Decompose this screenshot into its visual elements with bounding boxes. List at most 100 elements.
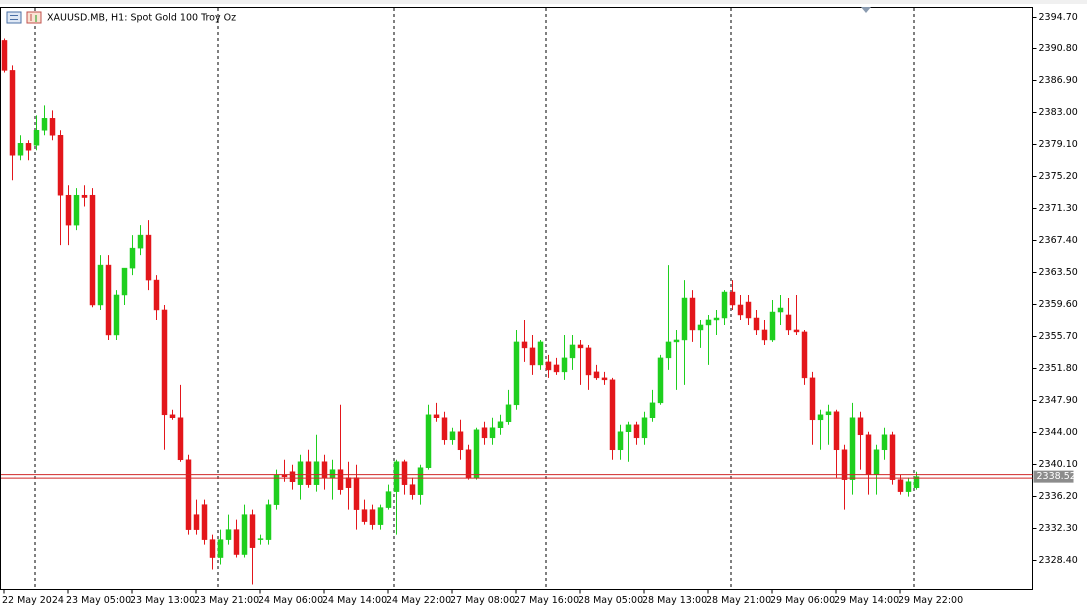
y-tick-label: 2344.00	[1039, 427, 1078, 438]
y-tick-label: 2359.60	[1039, 299, 1078, 310]
candle-body	[841, 449, 848, 480]
candle-body	[81, 194, 88, 198]
candle-body	[777, 307, 784, 313]
y-tick-label: 2375.20	[1039, 171, 1078, 182]
candle-body	[577, 344, 584, 349]
candle-body	[905, 481, 912, 492]
last-price: 2338.52	[1, 470, 1076, 483]
candle-body	[553, 364, 560, 373]
y-tick-label: 2328.40	[1039, 555, 1078, 566]
candle-body	[161, 309, 168, 416]
candle-body	[1, 40, 8, 71]
candle-body	[129, 247, 136, 269]
candle-body	[473, 429, 480, 478]
y-tick-label: 2386.90	[1039, 75, 1078, 86]
candle-body	[153, 279, 160, 311]
candle-body	[305, 461, 312, 485]
candle-body	[17, 143, 24, 156]
candle-body	[169, 414, 176, 419]
candle-body	[817, 414, 824, 421]
candle-body	[289, 471, 296, 482]
candle-body	[233, 529, 240, 555]
candle-body	[769, 311, 776, 341]
candle-body	[89, 194, 96, 306]
candle-body	[201, 504, 208, 540]
candle-body	[521, 341, 528, 349]
candle-body	[49, 118, 56, 136]
candle-body	[913, 476, 920, 488]
candle-body	[217, 539, 224, 558]
x-tick-label: 24 May 14:00	[322, 595, 387, 606]
candle-body	[721, 291, 728, 319]
symbol-icon[interactable]	[26, 11, 42, 24]
y-tick-label: 2394.70	[1039, 12, 1078, 23]
candle-body	[209, 539, 216, 558]
candle-body	[873, 449, 880, 475]
candle-body	[297, 461, 304, 485]
candle-body	[889, 434, 896, 480]
x-tick-label: 28 May 13:00	[642, 595, 707, 606]
candle-body	[537, 341, 544, 366]
candle-body	[753, 317, 760, 331]
candle-body	[865, 434, 872, 475]
candle-body	[673, 339, 680, 343]
y-tick-label: 2367.40	[1039, 235, 1078, 246]
candle-body	[665, 341, 672, 359]
candle-body	[705, 319, 712, 326]
x-tick-label: 27 May 08:00	[450, 595, 515, 606]
toolbar-edge	[0, 0, 1087, 4]
candle-body	[513, 341, 520, 406]
candle-body	[489, 427, 496, 439]
candle-body	[329, 469, 336, 478]
y-tick-label: 2332.30	[1039, 523, 1078, 534]
menu-icon[interactable]	[6, 11, 22, 24]
candle-body	[857, 417, 864, 436]
candle-body	[641, 417, 648, 439]
axes: 2394.70 2390.80 2386.90 2383.00 2379.10 2375.…	[2, 12, 1078, 606]
candle-body	[273, 474, 280, 505]
candle-body	[225, 529, 232, 540]
x-tick-label: 23 May 05:00	[66, 595, 131, 606]
candle-body	[481, 427, 488, 439]
candle-body	[505, 404, 512, 423]
candle-body	[401, 461, 408, 485]
candle-body	[465, 449, 472, 478]
x-tick-label: 22 May 2024	[2, 595, 64, 606]
candle-body	[185, 459, 192, 530]
candle-body	[193, 514, 200, 530]
candle-body	[681, 297, 688, 341]
chart-title: XAUUSD.MB, H1: Spot Gold 100 Troy Oz	[47, 13, 236, 24]
candle-body	[25, 143, 32, 151]
candle-body	[625, 424, 632, 433]
candle-body	[121, 267, 128, 296]
last-price-label: 2338.52	[1037, 471, 1076, 482]
last-price-box	[1033, 470, 1074, 483]
candle-body	[617, 431, 624, 451]
candle-body	[449, 431, 456, 441]
candle-body	[337, 469, 344, 490]
candle-body	[105, 264, 112, 336]
candle-body	[361, 509, 368, 522]
candle-body	[881, 434, 888, 451]
candles	[1, 38, 920, 585]
candle-body	[529, 347, 536, 366]
candle-body	[457, 431, 464, 451]
candle-body	[409, 484, 416, 495]
candle-body	[241, 514, 248, 555]
shift-marker[interactable]	[861, 7, 871, 13]
candle-body	[585, 347, 592, 376]
x-tick-label: 29 May 06:00	[770, 595, 835, 606]
candle-body	[649, 402, 656, 419]
candle-body	[737, 304, 744, 316]
chart-icons[interactable]	[6, 11, 42, 24]
candle-body	[593, 371, 600, 379]
candle-body	[377, 507, 384, 525]
y-tick-label: 2363.50	[1039, 267, 1078, 278]
y-tick-label: 2371.30	[1039, 203, 1078, 214]
candle-body	[97, 264, 104, 306]
y-tick-label: 2383.00	[1039, 107, 1078, 118]
y-tick-label: 2336.20	[1039, 491, 1078, 502]
x-tick-label: 24 May 06:00	[258, 595, 323, 606]
candle-body	[713, 317, 720, 321]
candle-body	[657, 357, 664, 404]
